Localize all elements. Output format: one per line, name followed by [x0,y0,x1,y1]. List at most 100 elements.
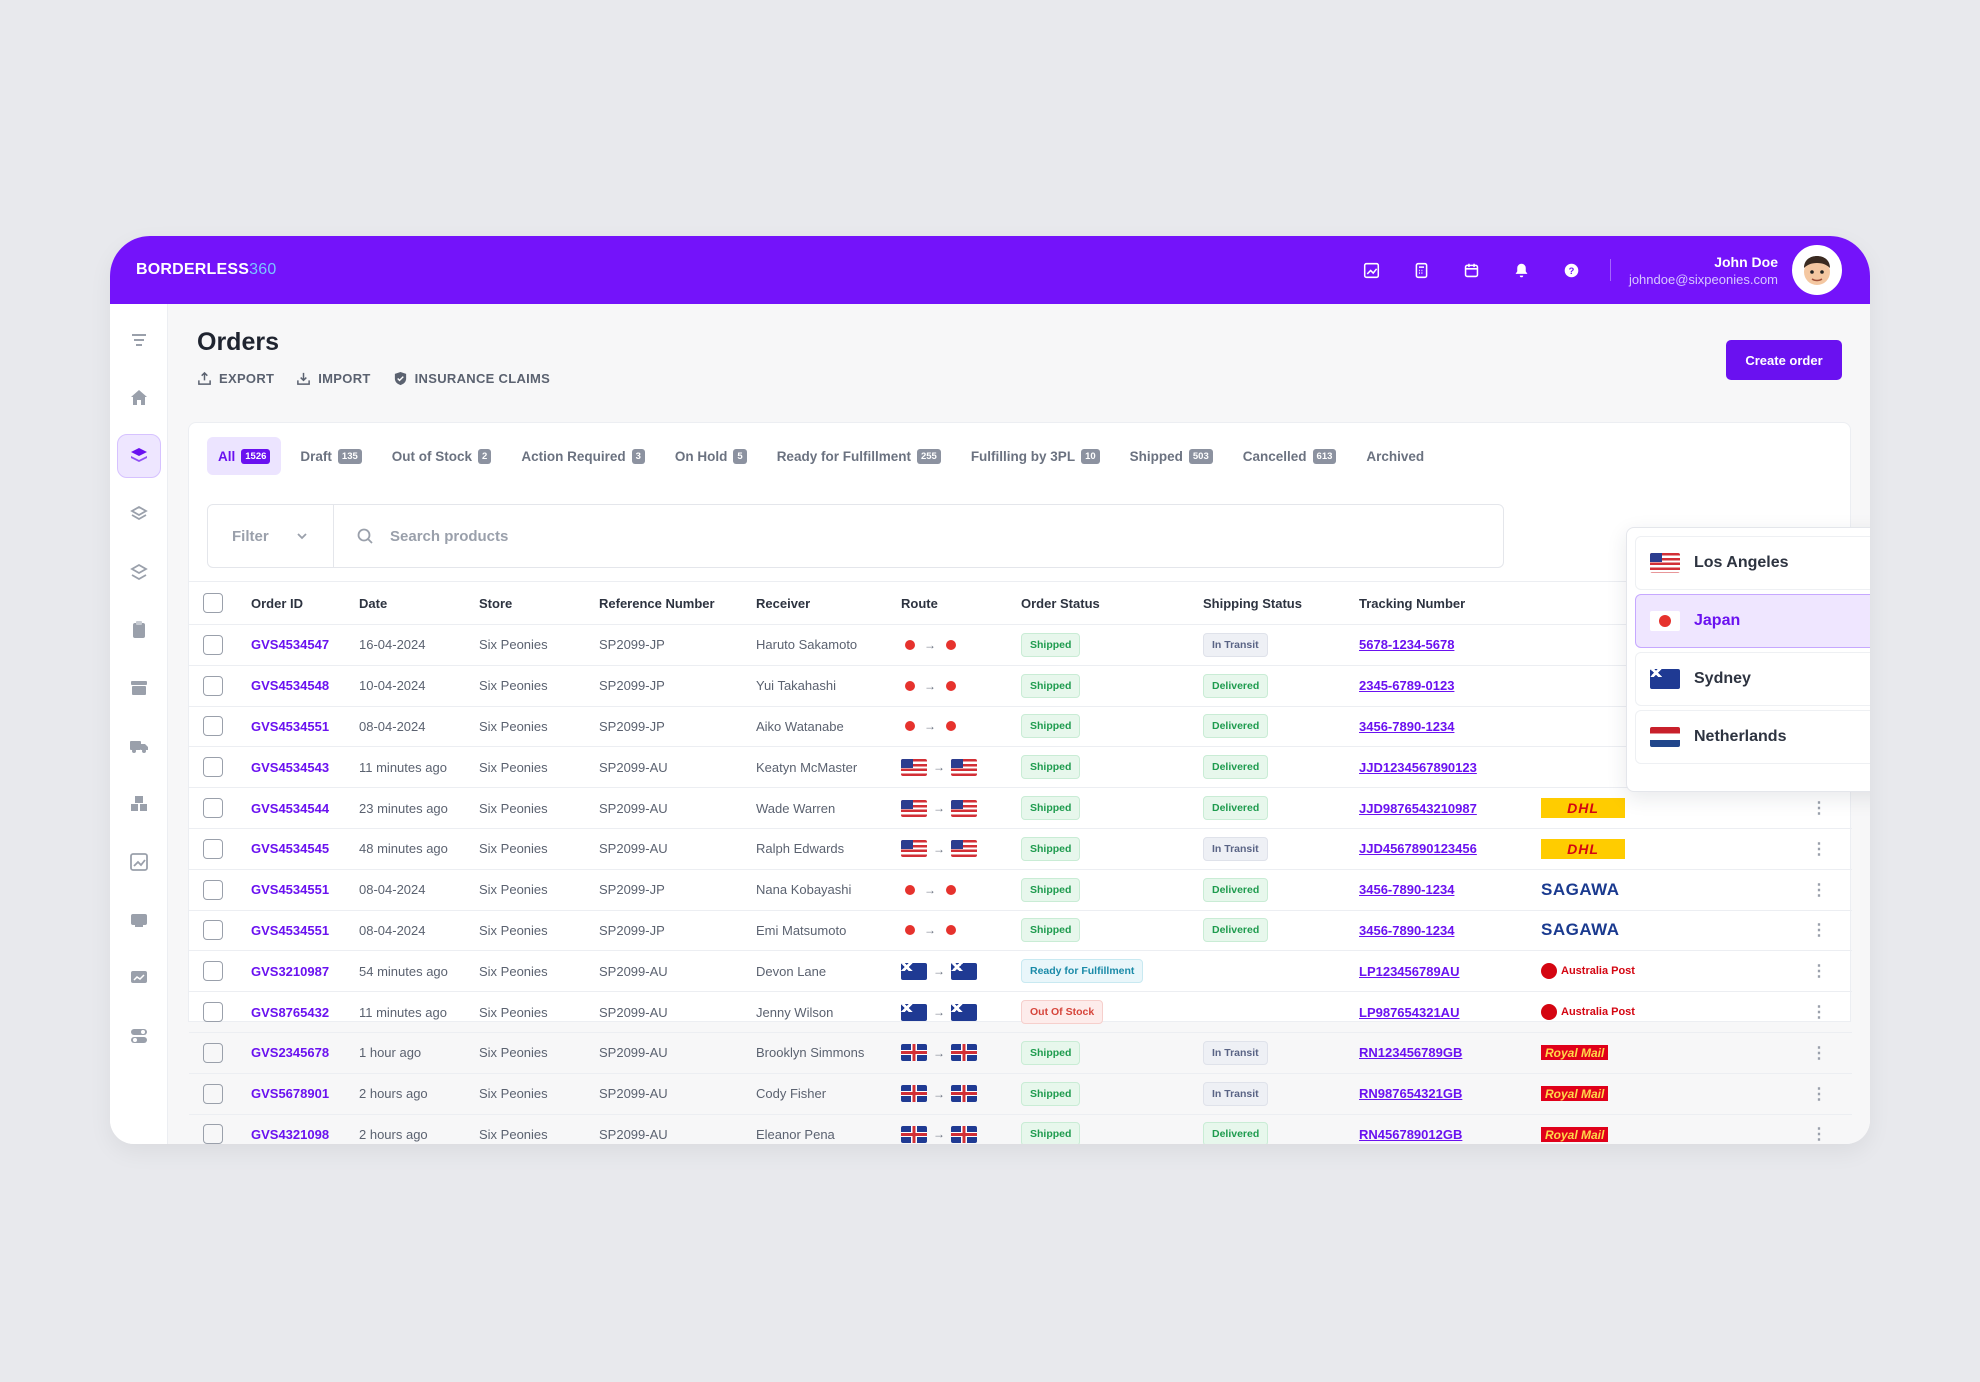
row-checkbox[interactable] [203,675,223,696]
tracking-link[interactable]: JJD9876543210987 [1359,800,1477,816]
bell-icon[interactable] [1512,260,1532,280]
more-options-icon[interactable]: ⋮ [1811,881,1827,899]
order-id-link[interactable]: GVS4534543 [251,759,330,775]
order-id-link[interactable]: GVS4534545 [251,841,330,857]
tracking-link[interactable]: RN987654321GB [1359,1086,1463,1102]
order-id-link[interactable]: GVS4534551 [251,882,330,898]
col-receiver[interactable]: Receiver [756,595,811,611]
tab-all[interactable]: All 1526 [207,437,282,475]
more-options-icon[interactable]: ⋮ [1811,840,1827,858]
tab-shipped[interactable]: Shipped 503 [1119,437,1224,475]
tracking-link[interactable]: RN123456789GB [1359,1045,1463,1061]
more-options-icon[interactable]: ⋮ [1811,922,1827,940]
order-id-link[interactable]: GVS4534551 [251,718,330,734]
table-row[interactable]: GVS4534547 16-04-2024 Six Peonies SP2099-JP… [189,625,1852,666]
dropdown-option-sydney[interactable]: Sydney [1635,652,1870,706]
tracking-link[interactable]: LP123456789AU [1359,963,1460,979]
row-checkbox[interactable] [203,838,223,859]
dropdown-option-japan[interactable]: Japan [1635,594,1870,648]
col-route[interactable]: Route [901,595,938,611]
more-options-icon[interactable]: ⋮ [1811,1085,1827,1103]
row-checkbox[interactable] [203,716,223,737]
clipboard-icon[interactable] [117,608,161,652]
row-checkbox[interactable] [203,757,223,778]
tracking-link[interactable]: 3456-7890-1234 [1359,882,1455,898]
tracking-link[interactable]: 3456-7890-1234 [1359,718,1455,734]
tab-ready-for-fulfillment[interactable]: Ready for Fulfillment 255 [766,437,952,475]
menu-icon[interactable] [117,318,161,362]
order-id-link[interactable]: GVS4534544 [251,800,330,816]
order-id-link[interactable]: GVS4534547 [251,637,330,653]
col-reference[interactable]: Reference Number [599,595,715,611]
order-id-link[interactable]: GVS2345678 [251,1045,330,1061]
row-checkbox[interactable] [203,1002,223,1023]
avatar[interactable] [1792,245,1842,295]
truck-icon[interactable] [117,724,161,768]
more-options-icon[interactable]: ⋮ [1811,1044,1827,1062]
more-options-icon[interactable]: ⋮ [1811,963,1827,981]
chart-icon[interactable] [117,840,161,884]
row-checkbox[interactable] [203,1042,223,1063]
analytics-icon[interactable] [1362,260,1382,280]
export-button[interactable]: EXPORT [197,371,274,386]
user-info[interactable]: John Doe johndoe@sixpeonies.com [1629,254,1778,287]
table-row[interactable]: GVS4534551 08-04-2024 Six Peonies SP2099-JP… [189,870,1852,911]
row-checkbox[interactable] [203,920,223,941]
insurance-claims-button[interactable]: INSURANCE CLAIMS [393,371,551,386]
tab-archived[interactable]: Archived [1355,437,1435,475]
col-shipping-status[interactable]: Shipping Status [1203,595,1302,611]
tracking-link[interactable]: LP987654321AU [1359,1004,1460,1020]
brand-logo[interactable]: BORDERLESS360 [136,261,277,278]
col-tracking[interactable]: Tracking Number [1359,595,1466,611]
tab-out-of-stock[interactable]: Out of Stock 2 [381,437,503,475]
create-order-button[interactable]: Create order [1726,340,1842,380]
table-row[interactable]: GVS4534551 08-04-2024 Six Peonies SP2099-JP… [189,707,1852,748]
tab-fulfilling-by-3pl[interactable]: Fulfilling by 3PL 10 [960,437,1111,475]
row-checkbox[interactable] [203,879,223,900]
row-checkbox[interactable] [203,1083,223,1104]
order-id-link[interactable]: GVS8765432 [251,1004,330,1020]
table-row[interactable]: GVS4321098 2 hours ago Six Peonies SP2099-A… [189,1115,1852,1144]
more-options-icon[interactable]: ⋮ [1811,800,1827,818]
order-id-link[interactable]: GVS4321098 [251,1126,330,1142]
row-checkbox[interactable] [203,961,223,982]
table-row[interactable]: GVS8765432 11 minutes ago Six Peonies SP209… [189,992,1852,1033]
calendar-icon[interactable] [1462,260,1482,280]
tab-action-required[interactable]: Action Required 3 [510,437,656,475]
calculator-icon[interactable] [1412,260,1432,280]
orders-icon[interactable] [116,434,161,478]
ticket-icon[interactable] [117,898,161,942]
archive-icon[interactable] [117,666,161,710]
col-order-status[interactable]: Order Status [1021,595,1100,611]
tab-on-hold[interactable]: On Hold 5 [664,437,758,475]
more-options-icon[interactable]: ⋮ [1811,1126,1827,1144]
stack-icon[interactable] [117,550,161,594]
layers-icon[interactable] [117,492,161,536]
col-date[interactable]: Date [359,595,388,611]
table-row[interactable]: GVS4534545 48 minutes ago Six Peonies SP209… [189,829,1852,870]
filter-dropdown[interactable]: Filter [208,505,334,567]
table-row[interactable]: GVS4534543 11 minutes ago Six Peonies SP209… [189,747,1852,789]
tracking-link[interactable]: 2345-6789-0123 [1359,678,1455,694]
toggle-icon[interactable] [117,1014,161,1058]
tracking-link[interactable]: 3456-7890-1234 [1359,922,1455,938]
tracking-link[interactable]: RN456789012GB [1359,1126,1463,1142]
table-row[interactable]: GVS3210987 54 minutes ago Six Peonies SP209… [189,951,1852,993]
dropdown-option-los-angeles[interactable]: Los Angeles [1635,536,1870,590]
table-row[interactable]: GVS4534544 23 minutes ago Six Peonies SP209… [189,788,1852,829]
table-row[interactable]: GVS5678901 2 hours ago Six Peonies SP2099-A… [189,1074,1852,1115]
table-row[interactable]: GVS4534551 08-04-2024 Six Peonies SP2099-JP… [189,911,1852,952]
select-all-checkbox[interactable] [203,593,223,613]
order-id-link[interactable]: GVS3210987 [251,963,330,979]
report-icon[interactable] [117,956,161,1000]
dropdown-option-netherlands[interactable]: Netherlands [1635,710,1870,764]
help-icon[interactable]: ? [1562,260,1582,280]
more-options-icon[interactable]: ⋮ [1811,1004,1827,1022]
tab-draft[interactable]: Draft 135 [289,437,372,475]
table-row[interactable]: GVS4534548 10-04-2024 Six Peonies SP2099-JP… [189,666,1852,707]
order-id-link[interactable]: GVS4534551 [251,922,330,938]
home-icon[interactable] [117,376,161,420]
row-checkbox[interactable] [203,1124,223,1144]
row-checkbox[interactable] [203,634,223,655]
boxes-icon[interactable] [117,782,161,826]
